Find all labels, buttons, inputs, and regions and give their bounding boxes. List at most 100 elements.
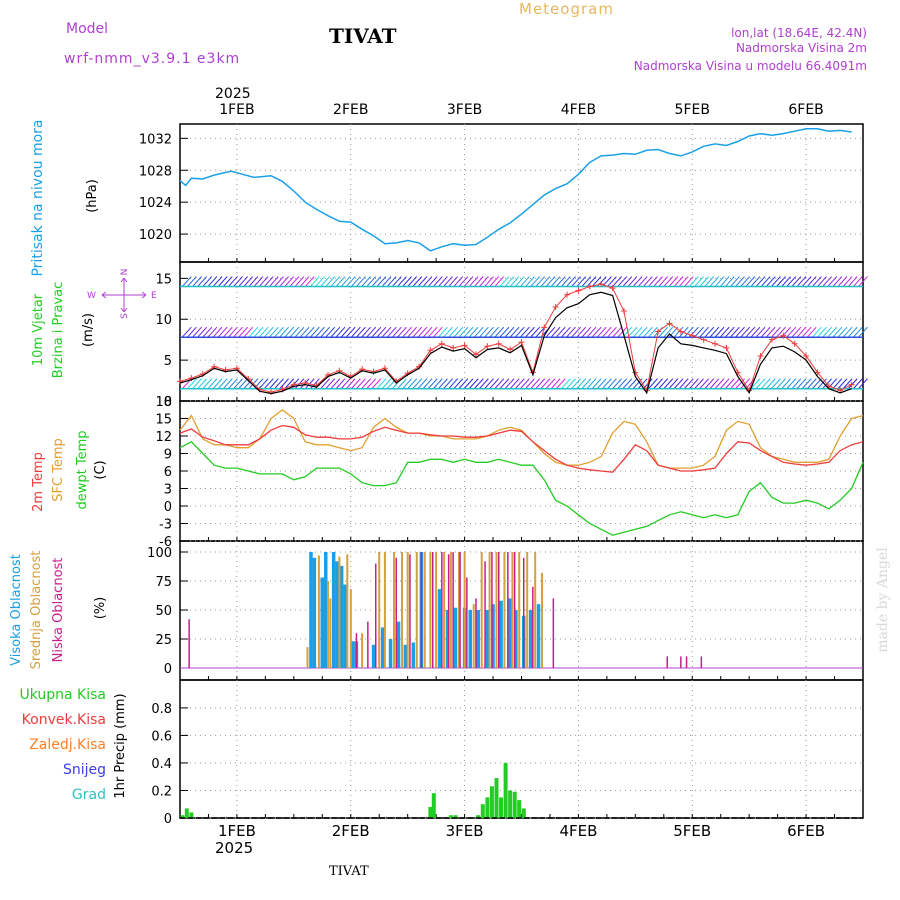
wind-barb bbox=[222, 276, 233, 287]
mid-cloud-bar bbox=[406, 552, 409, 668]
wind-barb bbox=[391, 326, 402, 338]
wind-speed-line bbox=[179, 291, 852, 395]
wind-barb bbox=[212, 276, 223, 287]
wind-barb bbox=[519, 326, 530, 338]
compass-w: W bbox=[87, 291, 96, 301]
wind-barb bbox=[617, 276, 628, 287]
wind-barb bbox=[448, 276, 459, 287]
pressure-panel bbox=[179, 128, 852, 252]
wind-barb bbox=[627, 378, 638, 390]
low-cloud-bar bbox=[484, 561, 486, 668]
wind-barb bbox=[325, 276, 336, 287]
wind-max-marker bbox=[507, 346, 514, 353]
wind-barb bbox=[473, 378, 484, 390]
low-cloud-bar bbox=[491, 552, 493, 668]
high-cloud-bar bbox=[476, 610, 480, 668]
bottom-day-label: 2FEB bbox=[332, 822, 370, 840]
wind-barb bbox=[663, 378, 674, 390]
wind-barb bbox=[560, 378, 571, 390]
mid-cloud-bar bbox=[415, 552, 418, 668]
wind-barb bbox=[781, 276, 791, 287]
low-cloud-bar bbox=[441, 552, 443, 668]
mid-cloud-bar bbox=[526, 552, 529, 668]
wind-barb bbox=[484, 378, 494, 390]
high-cloud-bar bbox=[485, 610, 490, 668]
wind-barb bbox=[243, 276, 254, 287]
wind-barb bbox=[248, 276, 259, 287]
low-cloud-bar bbox=[552, 598, 555, 668]
wind-barb bbox=[535, 378, 546, 390]
wind-barb bbox=[806, 378, 817, 390]
wind-max-marker bbox=[427, 347, 434, 354]
wind-barb bbox=[258, 326, 269, 338]
product-title: Meteogram bbox=[519, 0, 614, 18]
precip-bar bbox=[428, 807, 433, 818]
mid-cloud-bar bbox=[457, 552, 460, 668]
wind-barb bbox=[576, 326, 587, 338]
wind-barb bbox=[489, 276, 499, 287]
mid-cloud-bar bbox=[480, 552, 483, 668]
y-tick-label: 15 bbox=[155, 272, 172, 287]
cloud-high-label: Visoka Oblacnost bbox=[9, 554, 24, 666]
high-cloud-bar bbox=[331, 552, 336, 668]
wind-barb bbox=[632, 276, 643, 287]
wind-barb bbox=[740, 326, 751, 338]
wind-barb bbox=[786, 378, 797, 390]
wind-max-marker bbox=[803, 353, 810, 360]
wind-max-marker bbox=[712, 340, 719, 347]
wind-barb bbox=[202, 378, 213, 390]
wind-barb bbox=[581, 378, 592, 390]
precip-legend-item: Zaledj.Kisa bbox=[29, 737, 106, 753]
low-cloud-bar bbox=[513, 552, 516, 668]
wind-barb bbox=[299, 276, 310, 287]
wind-max-marker bbox=[541, 324, 548, 331]
wind-barb bbox=[361, 378, 371, 390]
wind-barb bbox=[284, 378, 295, 390]
wind-barb bbox=[304, 326, 315, 338]
wind-barb bbox=[525, 276, 535, 287]
high-cloud-bar bbox=[536, 604, 541, 668]
wind-max-marker bbox=[177, 378, 183, 385]
wind-barb bbox=[673, 326, 684, 338]
wind-barb bbox=[248, 326, 259, 338]
wind-barb bbox=[658, 326, 669, 338]
wind-barb bbox=[847, 326, 858, 338]
low-cloud-bar bbox=[420, 552, 423, 668]
wind-barb bbox=[438, 378, 448, 390]
precip-panel bbox=[180, 762, 863, 819]
wind-barb bbox=[683, 378, 694, 390]
cloud-unit: (%) bbox=[93, 597, 108, 620]
y-tick-label: 25 bbox=[155, 633, 172, 648]
precip-bar bbox=[476, 815, 481, 818]
wind-barb bbox=[745, 326, 756, 338]
wind-barb bbox=[356, 378, 366, 390]
wind-barb bbox=[335, 326, 346, 338]
wind-barb bbox=[412, 276, 423, 287]
wind-barb bbox=[366, 378, 377, 390]
wind-max-marker bbox=[768, 336, 775, 343]
precip-bar bbox=[512, 791, 517, 818]
wind-barb bbox=[330, 326, 341, 338]
wind-barb bbox=[509, 378, 520, 390]
wind-barb bbox=[238, 326, 248, 338]
wind-barb bbox=[458, 326, 469, 338]
wind-barb bbox=[320, 326, 330, 338]
pressure-line bbox=[179, 128, 852, 252]
wind-max-marker bbox=[552, 303, 559, 310]
y-tick-label: 0 bbox=[164, 662, 172, 677]
wind-barb bbox=[274, 276, 284, 287]
wind-barb bbox=[443, 326, 453, 338]
high-cloud-bar bbox=[499, 600, 503, 668]
wind-barb bbox=[714, 378, 725, 390]
wind-barb bbox=[581, 276, 592, 287]
wind-barb bbox=[837, 378, 848, 390]
wind-barb bbox=[730, 378, 740, 390]
wind-barb bbox=[847, 276, 858, 287]
wind-max-marker bbox=[814, 369, 821, 376]
mid-cloud-bar bbox=[346, 554, 349, 668]
wind-ylabel-1: 10m Vjetar bbox=[31, 293, 46, 366]
wind-max-marker bbox=[564, 291, 571, 298]
wind-barb bbox=[335, 276, 346, 287]
y-tick-label: 100 bbox=[147, 546, 172, 561]
wind-barb bbox=[852, 378, 863, 390]
